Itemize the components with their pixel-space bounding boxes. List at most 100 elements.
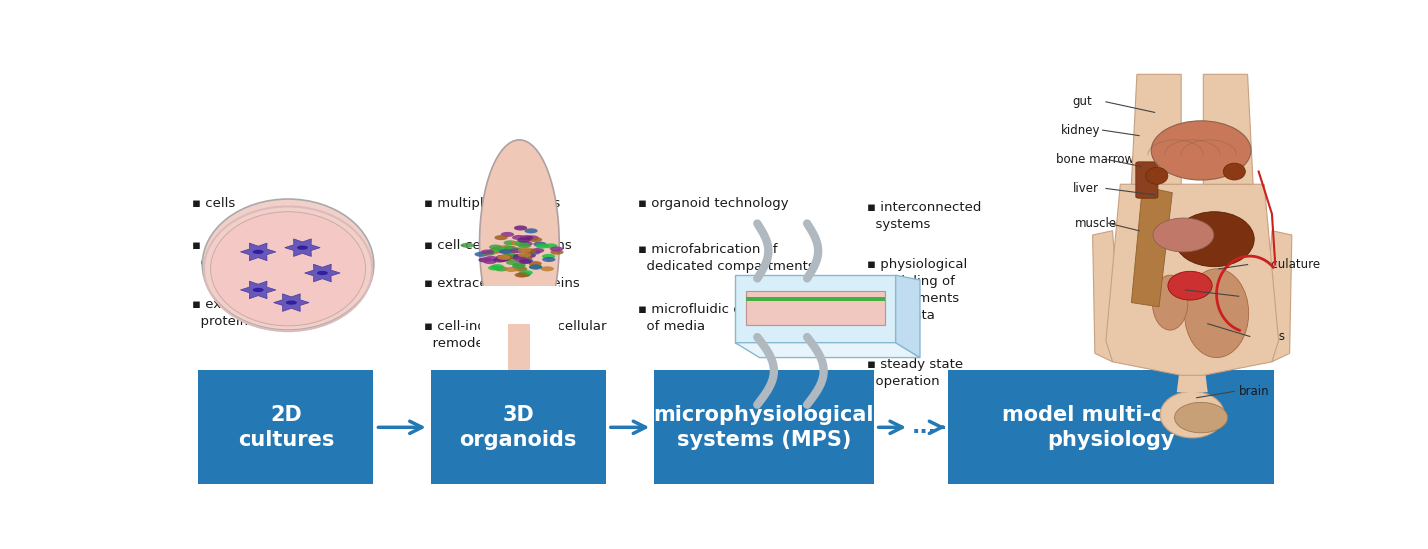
Text: ▪ organoid technology: ▪ organoid technology	[638, 197, 788, 210]
Circle shape	[513, 262, 526, 268]
Text: vasculature: vasculature	[1252, 258, 1321, 271]
Circle shape	[493, 248, 506, 253]
Circle shape	[487, 249, 500, 254]
Circle shape	[536, 244, 548, 249]
Circle shape	[297, 245, 308, 250]
Circle shape	[544, 243, 557, 248]
Ellipse shape	[1160, 391, 1224, 438]
Ellipse shape	[1184, 269, 1248, 357]
Circle shape	[488, 244, 503, 250]
Circle shape	[541, 266, 554, 271]
Circle shape	[513, 264, 526, 269]
Circle shape	[501, 250, 516, 255]
Text: ▪ interconnected
  systems: ▪ interconnected systems	[867, 201, 981, 231]
FancyBboxPatch shape	[198, 370, 373, 484]
Polygon shape	[274, 294, 308, 311]
Text: muscle: muscle	[1075, 217, 1117, 229]
Circle shape	[528, 237, 543, 242]
Text: ▪ cells: ▪ cells	[191, 197, 236, 210]
Circle shape	[514, 255, 528, 260]
Circle shape	[523, 248, 537, 254]
Circle shape	[518, 259, 531, 264]
Ellipse shape	[203, 199, 374, 330]
Circle shape	[491, 264, 504, 269]
Ellipse shape	[1168, 271, 1212, 300]
Text: ▪ culture media,
  dishes, plates, wells: ▪ culture media, dishes, plates, wells	[191, 239, 334, 269]
Polygon shape	[284, 239, 320, 256]
Circle shape	[511, 241, 524, 246]
Circle shape	[493, 257, 507, 262]
Circle shape	[497, 255, 510, 260]
Circle shape	[520, 270, 533, 275]
Circle shape	[514, 257, 528, 262]
Circle shape	[514, 226, 527, 231]
Circle shape	[528, 261, 541, 266]
Ellipse shape	[1145, 167, 1168, 184]
Text: gut: gut	[1072, 96, 1092, 108]
Text: ▪ extracellular adhesive
  proteins: ▪ extracellular adhesive proteins	[191, 299, 353, 328]
Circle shape	[503, 246, 516, 251]
Polygon shape	[747, 292, 884, 325]
Circle shape	[483, 259, 497, 264]
Text: microphysiological
systems (MPS): microphysiological systems (MPS)	[654, 405, 874, 450]
Circle shape	[514, 241, 528, 247]
Circle shape	[541, 254, 555, 259]
Polygon shape	[1204, 74, 1254, 184]
Circle shape	[497, 257, 510, 262]
Circle shape	[503, 254, 517, 259]
Text: bone marrow: bone marrow	[1057, 153, 1134, 166]
FancyBboxPatch shape	[948, 370, 1274, 484]
Circle shape	[506, 267, 518, 272]
Circle shape	[508, 248, 521, 253]
Text: brain: brain	[1238, 385, 1269, 398]
Ellipse shape	[210, 212, 366, 326]
Text: model multi-organ
physiology: model multi-organ physiology	[1002, 405, 1220, 450]
Ellipse shape	[1224, 163, 1245, 180]
Circle shape	[517, 272, 530, 277]
Circle shape	[510, 247, 523, 252]
Polygon shape	[1264, 231, 1292, 362]
Circle shape	[520, 235, 533, 240]
FancyBboxPatch shape	[1135, 162, 1158, 198]
Circle shape	[286, 300, 297, 305]
Circle shape	[526, 236, 538, 240]
FancyBboxPatch shape	[480, 285, 560, 370]
Circle shape	[514, 266, 527, 272]
Circle shape	[517, 272, 531, 277]
Circle shape	[494, 266, 508, 271]
Circle shape	[504, 246, 517, 251]
Circle shape	[508, 254, 521, 259]
Circle shape	[253, 250, 264, 254]
Text: ▪ microfabrication of
  dedicated compartments: ▪ microfabrication of dedicated compartm…	[638, 243, 814, 273]
Circle shape	[501, 255, 514, 260]
Circle shape	[517, 238, 531, 243]
Ellipse shape	[1174, 402, 1228, 433]
Text: ▪ microfluidic circulation
  of media: ▪ microfluidic circulation of media	[638, 302, 803, 333]
Circle shape	[481, 249, 494, 255]
Ellipse shape	[480, 140, 560, 347]
Circle shape	[506, 260, 520, 265]
Text: ▪ steady state
  operation: ▪ steady state operation	[867, 357, 962, 388]
Polygon shape	[735, 275, 895, 343]
Circle shape	[481, 251, 496, 256]
Circle shape	[490, 248, 503, 253]
Circle shape	[461, 243, 474, 248]
Text: ▪ multiple cell types: ▪ multiple cell types	[424, 197, 560, 210]
Circle shape	[504, 256, 517, 261]
Polygon shape	[1177, 374, 1208, 392]
Ellipse shape	[1151, 121, 1251, 180]
Circle shape	[478, 257, 491, 262]
Ellipse shape	[1152, 218, 1214, 252]
Polygon shape	[1092, 231, 1121, 362]
Text: ▪ physiological
  modeling of
  experiments
  and data: ▪ physiological modeling of experiments …	[867, 258, 967, 322]
Circle shape	[253, 288, 264, 292]
Text: ...: ...	[912, 417, 937, 438]
Polygon shape	[240, 243, 276, 261]
Circle shape	[520, 258, 533, 264]
Circle shape	[523, 253, 536, 258]
Circle shape	[527, 250, 541, 255]
Circle shape	[513, 254, 526, 259]
Circle shape	[533, 242, 547, 247]
Circle shape	[524, 228, 538, 233]
Circle shape	[518, 252, 531, 257]
